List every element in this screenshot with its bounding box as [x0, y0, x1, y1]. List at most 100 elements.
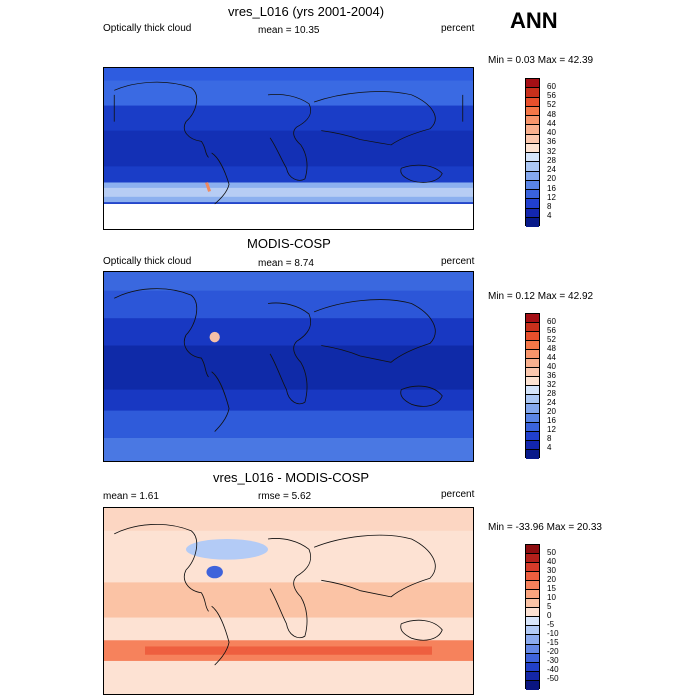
min-max-label: Min = 0.03 Max = 42.39: [488, 55, 594, 66]
colorbar-swatch: [526, 171, 539, 181]
units-label: percent: [441, 489, 475, 500]
colorbar-tick-label: -40: [547, 665, 559, 674]
coastlines: [114, 288, 443, 432]
east-asia-feature: [209, 331, 220, 343]
variable-label: Optically thick cloud: [103, 256, 192, 267]
colorbar-swatch: [526, 395, 539, 405]
colorbar-tick-label: 24: [547, 165, 556, 174]
colorbar-difference: [525, 544, 540, 690]
arctic-band: [104, 68, 473, 81]
mean-label: mean = 10.35: [258, 25, 320, 36]
colorbar-swatch: [526, 671, 539, 681]
panel-title: vres_L016 (yrs 2001-2004): [228, 4, 385, 19]
colorbar-swatch: [526, 440, 539, 450]
colorbar-tick-label: 16: [547, 184, 556, 193]
colorbar-swatch: [526, 413, 539, 423]
colorbar-swatch: [526, 208, 539, 218]
arctic-band: [104, 272, 473, 291]
colorbar-swatch: [526, 422, 539, 432]
colorbar-model: [525, 78, 540, 227]
colorbar-swatch: [526, 644, 539, 654]
min-max-label: Min = -33.96 Max = 20.33: [488, 522, 602, 533]
colorbar-swatch: [526, 635, 539, 645]
storm-track-north: [104, 80, 473, 106]
colorbar-tick-label: -5: [547, 620, 555, 629]
colorbar-swatch: [526, 162, 539, 172]
arctic-band: [104, 508, 473, 531]
colorbar-tick-label: 20: [547, 174, 556, 183]
colorbar-observations: [525, 313, 540, 459]
colorbar-swatch: [526, 680, 539, 690]
colorbar-tick-label: 28: [547, 389, 556, 398]
colorbar-tick-label: 8: [547, 434, 552, 443]
colorbar-swatch: [526, 431, 539, 441]
colorbar-tick-label: 48: [547, 110, 556, 119]
colorbar-tick-label: -30: [547, 656, 559, 665]
colorbar-swatch: [526, 563, 539, 573]
tropics-band: [104, 130, 473, 167]
rmse-label: rmse = 5.62: [258, 491, 312, 502]
colorbar-tick-label: 56: [547, 326, 556, 335]
colorbar-tick-label: 60: [547, 82, 556, 91]
colorbar-tick-label: 4: [547, 443, 552, 452]
colorbar-swatch: [526, 116, 539, 126]
colorbar-swatch: [526, 180, 539, 190]
colorbar-tick-label: 50: [547, 548, 556, 557]
mean-label: mean = 8.74: [258, 258, 314, 269]
colorbar-tick-label: 5: [547, 602, 552, 611]
colorbar-swatch: [526, 590, 539, 600]
colorbar-tick-label: 24: [547, 398, 556, 407]
colorbar-tick-label: 44: [547, 119, 556, 128]
coastlines: [114, 523, 443, 666]
colorbar-tick-label: 12: [547, 193, 556, 202]
panel-title: MODIS-COSP: [247, 236, 331, 251]
units-label: percent: [441, 256, 475, 267]
colorbar-swatch: [526, 97, 539, 107]
colorbar-swatch: [526, 125, 539, 135]
colorbar-swatch: [526, 626, 539, 636]
colorbar-tick-label: 32: [547, 147, 556, 156]
min-max-label: Min = 0.12 Max = 42.92: [488, 291, 594, 302]
colorbar-tick-label: 12: [547, 425, 556, 434]
colorbar-swatch: [526, 323, 539, 333]
southern-ocean-bright: [104, 187, 473, 197]
colorbar-tick-label: -15: [547, 638, 559, 647]
colorbar-swatch: [526, 545, 539, 555]
colorbar-swatch: [526, 581, 539, 591]
colorbar-tick-label: 16: [547, 416, 556, 425]
colorbar-swatch: [526, 653, 539, 663]
colorbar-swatch: [526, 341, 539, 351]
colorbar-swatch: [526, 608, 539, 618]
mean-label: mean = 1.61: [103, 491, 159, 502]
north-pacific-negative: [186, 539, 268, 560]
colorbar-swatch: [526, 554, 539, 564]
colorbar-tick-label: 10: [547, 593, 556, 602]
colorbar-swatch: [526, 617, 539, 627]
colorbar-tick-label: 44: [547, 353, 556, 362]
colorbar-tick-label: 32: [547, 380, 556, 389]
colorbar-swatch: [526, 449, 539, 459]
colorbar-tick-label: 30: [547, 566, 556, 575]
colorbar-swatch: [526, 217, 539, 227]
colorbar-swatch: [526, 572, 539, 582]
units-label: percent: [441, 23, 475, 34]
colorbar-tick-label: 28: [547, 156, 556, 165]
antarctica: [104, 203, 473, 229]
colorbar-swatch: [526, 199, 539, 209]
southern-ocean-band: [104, 410, 473, 438]
colorbar-tick-label: 48: [547, 344, 556, 353]
southern-ocean-core: [145, 646, 432, 655]
map-model: [103, 67, 474, 230]
antarctic-band: [104, 437, 473, 461]
colorbar-tick-label: 8: [547, 202, 552, 211]
colorbar-tick-label: 15: [547, 584, 556, 593]
antarctic-band: [104, 665, 473, 694]
tropics-band: [104, 345, 473, 390]
colorbar-tick-label: 36: [547, 371, 556, 380]
colorbar-swatch: [526, 314, 539, 324]
colorbar-swatch: [526, 662, 539, 672]
colorbar-swatch: [526, 368, 539, 378]
panel-title: vres_L016 - MODIS-COSP: [213, 470, 370, 485]
colorbar-swatch: [526, 134, 539, 144]
colorbar-swatch: [526, 332, 539, 342]
